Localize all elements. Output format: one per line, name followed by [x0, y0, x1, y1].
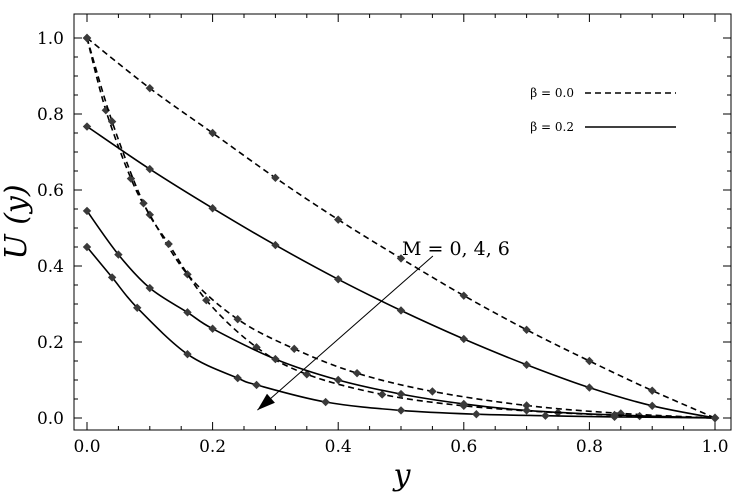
data-point-marker	[183, 349, 192, 359]
data-point-marker	[585, 356, 594, 366]
data-point-marker	[271, 354, 280, 364]
series-line-2	[82, 33, 720, 423]
data-point-marker	[396, 406, 406, 415]
data-point-marker	[107, 117, 117, 126]
legend-label: β = 0.0	[530, 86, 574, 100]
data-point-marker	[271, 240, 280, 250]
data-point-marker	[522, 406, 531, 415]
x-tick-label: 0.0	[73, 437, 100, 457]
data-point-marker	[133, 303, 142, 312]
series-curve	[86, 37, 716, 419]
data-point-marker	[208, 204, 217, 213]
legend: β = 0.0 β = 0.2	[530, 86, 676, 134]
series-curve	[86, 37, 716, 419]
data-point-marker	[145, 164, 154, 174]
x-tick-label: 0.4	[325, 437, 352, 457]
series-line-1	[82, 33, 720, 423]
data-point-marker	[352, 368, 362, 378]
data-point-marker	[616, 409, 625, 418]
series-line-5	[82, 206, 720, 423]
y-tick-label: 0.2	[37, 333, 64, 353]
series-line-4	[82, 122, 720, 423]
data-point-marker	[610, 412, 619, 422]
data-point-marker	[139, 199, 148, 208]
data-point-marker	[82, 122, 92, 131]
y-axis-title: U (y)	[0, 184, 34, 259]
data-point-marker	[107, 273, 117, 282]
data-point-marker	[82, 33, 92, 43]
data-point-marker	[82, 206, 92, 216]
data-point-marker	[290, 344, 299, 354]
x-tick-label: 0.2	[199, 437, 226, 457]
legend-label: β = 0.2	[530, 120, 574, 134]
data-point-marker	[459, 399, 468, 409]
data-point-marker	[183, 308, 192, 317]
data-point-marker	[648, 386, 657, 395]
data-point-marker	[396, 389, 406, 399]
annotation-arrow-head	[257, 393, 275, 411]
data-point-marker	[459, 291, 468, 300]
data-point-marker	[202, 296, 211, 305]
annotation: M = 0, 4, 6	[257, 238, 510, 411]
data-point-marker	[377, 390, 387, 399]
series-layer	[82, 33, 720, 423]
x-axis-title: y	[392, 458, 412, 493]
y-tick-label: 1.0	[37, 29, 64, 49]
data-point-marker	[459, 334, 468, 344]
data-point-marker	[271, 173, 280, 183]
data-point-marker	[101, 106, 111, 115]
data-point-marker	[710, 413, 720, 423]
data-point-marker	[334, 275, 343, 284]
data-point-marker	[164, 239, 173, 249]
plot-frame	[73, 13, 732, 431]
y-tick-label: 0.0	[37, 409, 64, 429]
x-tick-label: 1.0	[701, 437, 728, 457]
annotation-arrow-shaft	[257, 255, 434, 411]
data-point-marker	[396, 254, 406, 263]
data-point-marker	[302, 370, 311, 379]
data-point-marker	[208, 324, 217, 333]
series-line-6	[82, 242, 720, 423]
y-tick-label: 0.6	[37, 181, 64, 201]
data-point-marker	[252, 380, 261, 390]
data-point-marker	[82, 242, 92, 252]
data-point-marker	[321, 397, 330, 407]
series-curve	[86, 37, 716, 419]
data-point-marker	[145, 83, 154, 93]
axis-tick-labels: 0.0 0.2 0.4 0.6 0.8 1.0 0.0 0.2 0.4 0.6 0.8 1.0	[37, 29, 729, 457]
x-tick-label: 0.8	[576, 437, 603, 457]
data-point-marker	[145, 283, 154, 293]
data-point-marker	[522, 360, 531, 369]
data-point-marker	[472, 410, 481, 419]
data-point-marker	[648, 401, 657, 411]
data-point-marker	[233, 373, 242, 383]
data-point-marker	[396, 306, 406, 315]
data-point-marker	[208, 128, 217, 138]
data-point-marker	[428, 387, 437, 396]
data-point-marker	[522, 325, 531, 335]
data-point-marker	[334, 375, 343, 385]
y-tick-label: 0.4	[37, 257, 64, 277]
data-point-marker	[585, 383, 594, 392]
series-curve	[86, 125, 716, 419]
axis-ticks	[74, 14, 731, 430]
data-point-marker	[541, 411, 550, 420]
data-point-marker	[114, 250, 123, 259]
data-point-marker	[233, 315, 242, 324]
data-point-marker	[334, 215, 343, 224]
annotation-label: M = 0, 4, 6	[402, 238, 510, 260]
data-point-marker	[522, 401, 531, 410]
y-tick-label: 0.8	[37, 105, 64, 125]
series-line-3	[82, 33, 720, 423]
x-tick-label: 0.6	[450, 437, 477, 457]
